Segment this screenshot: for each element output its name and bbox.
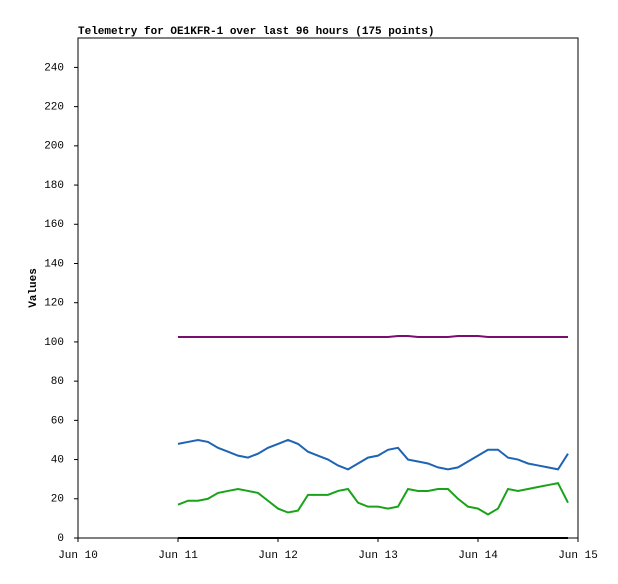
y-tick-label: 60 bbox=[51, 415, 64, 427]
chart-title: Telemetry for OE1KFR-1 over last 96 hour… bbox=[78, 26, 434, 38]
y-tick-label: 20 bbox=[51, 494, 64, 506]
y-tick-label: 240 bbox=[44, 62, 64, 74]
series-line bbox=[177, 438, 569, 471]
series-line bbox=[177, 481, 569, 516]
y-tick-label: 160 bbox=[44, 219, 64, 231]
y-axis-label: Values bbox=[28, 268, 40, 308]
y-tick-label: 120 bbox=[44, 298, 64, 310]
series-line bbox=[178, 335, 568, 339]
x-tick-label: Jun 10 bbox=[58, 550, 98, 562]
x-tick-label: Jun 15 bbox=[558, 550, 598, 562]
x-tick-label: Jun 14 bbox=[458, 550, 498, 562]
y-tick-label: 220 bbox=[44, 102, 64, 114]
y-tick-label: 200 bbox=[44, 141, 64, 153]
x-tick-label: Jun 13 bbox=[358, 550, 398, 562]
x-tick-label: Jun 11 bbox=[158, 550, 198, 562]
y-tick-label: 180 bbox=[44, 180, 64, 192]
y-tick-label: 40 bbox=[51, 454, 64, 466]
y-tick-label: 80 bbox=[51, 376, 64, 388]
x-tick-label: Jun 12 bbox=[258, 550, 298, 562]
y-tick-label: 100 bbox=[44, 337, 64, 349]
y-tick-label: 140 bbox=[44, 258, 64, 270]
y-tick-label: 0 bbox=[57, 533, 64, 545]
